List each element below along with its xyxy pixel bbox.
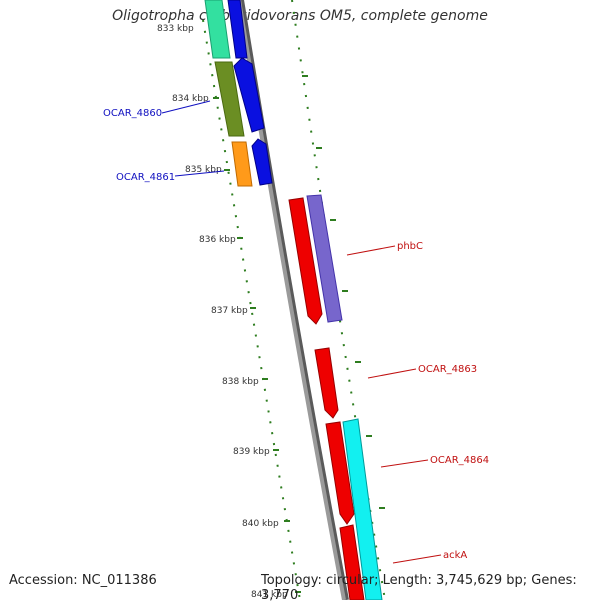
connector-OCAR_4863 xyxy=(367,368,417,379)
gene-label-OCAR_4861[interactable]: OCAR_4861 xyxy=(116,172,175,183)
ruler-label-836: 836 kbp xyxy=(199,235,236,245)
ruler-label-833: 833 kbp xyxy=(157,24,194,34)
accession-text: Accession: NC_011386 xyxy=(9,573,157,588)
ruler-label-839: 839 kbp xyxy=(233,447,270,457)
gene-arrow-blue-1[interactable] xyxy=(227,0,248,59)
connector-OCAR_4864 xyxy=(380,459,429,468)
gene-label-OCAR_4863[interactable]: OCAR_4863 xyxy=(418,364,477,375)
gene-arrow-red-4864[interactable] xyxy=(325,421,355,525)
gene-label-phbC[interactable]: phbC xyxy=(397,241,423,252)
map-title: Oligotropha carboxidovorans OM5, complet… xyxy=(112,8,488,24)
gene-feature-purple[interactable] xyxy=(306,194,343,323)
ruler-label-838: 838 kbp xyxy=(222,377,259,387)
topology-text: Topology: circular; Length: 3,745,629 bp… xyxy=(261,573,577,603)
gene-arrow-red-phbC[interactable] xyxy=(288,197,323,325)
gene-feature-cyan[interactable] xyxy=(342,418,383,600)
gene-arrow-blue-3[interactable] xyxy=(251,138,273,186)
connector-OCAR_4860 xyxy=(161,100,211,114)
gene-feature-teal[interactable] xyxy=(204,0,231,59)
ruler-label-837: 837 kbp xyxy=(211,306,248,316)
gene-arrow-blue-2[interactable] xyxy=(233,57,265,133)
gene-label-OCAR_4864[interactable]: OCAR_4864 xyxy=(430,455,489,466)
gene-arrow-red-ackA[interactable] xyxy=(339,524,365,600)
outer-major-ticks xyxy=(302,75,385,509)
gene-label-OCAR_4860[interactable]: OCAR_4860 xyxy=(103,108,162,119)
ruler-label-840: 840 kbp xyxy=(242,519,279,529)
gene-feature-olive[interactable] xyxy=(214,61,245,137)
gene-label-ackA[interactable]: ackA xyxy=(443,550,467,561)
connector-ackA xyxy=(392,554,442,564)
connector-phbC xyxy=(346,245,396,256)
gene-arrow-red-4863[interactable] xyxy=(314,347,339,419)
outer-ticks xyxy=(291,0,386,600)
connector-OCAR_4861 xyxy=(174,170,225,177)
ruler-label-834: 834 kbp xyxy=(172,94,209,104)
ruler-label-841: 841 kbp xyxy=(251,590,288,600)
ruler-label-835: 835 kbp xyxy=(185,165,222,175)
gene-feature-orange[interactable] xyxy=(231,141,253,187)
